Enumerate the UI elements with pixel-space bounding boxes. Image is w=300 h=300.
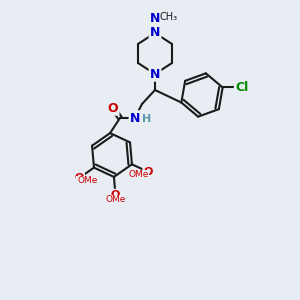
Text: CH₃: CH₃ bbox=[160, 12, 178, 22]
Text: N: N bbox=[150, 68, 160, 80]
Text: OMe: OMe bbox=[128, 170, 148, 179]
Text: N: N bbox=[130, 112, 140, 124]
Text: OMe: OMe bbox=[105, 195, 126, 204]
Text: O: O bbox=[144, 167, 153, 177]
Text: O: O bbox=[108, 101, 118, 115]
Text: O: O bbox=[111, 190, 120, 200]
Text: OMe: OMe bbox=[77, 176, 98, 185]
Text: H: H bbox=[142, 114, 151, 124]
Text: Cl: Cl bbox=[235, 81, 248, 94]
Text: N: N bbox=[150, 13, 160, 26]
Text: N: N bbox=[150, 26, 160, 40]
Text: O: O bbox=[74, 173, 84, 183]
